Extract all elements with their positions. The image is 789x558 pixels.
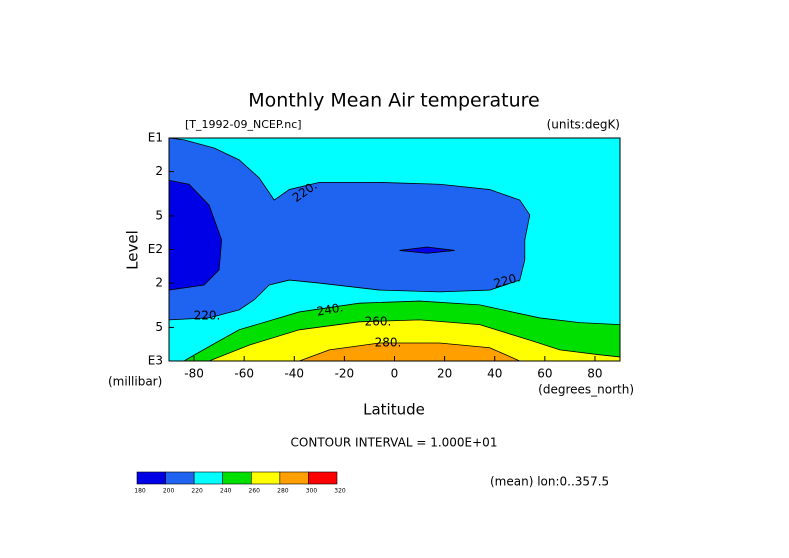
x-tick-label: -40 (284, 367, 304, 381)
y-axis-title: Level (124, 230, 142, 270)
x-tick-label: -80 (184, 367, 204, 381)
contour-label: 220. (194, 309, 221, 323)
colorbar-swatch (222, 471, 252, 485)
contour-region (169, 138, 531, 321)
x-tick-label: 20 (437, 367, 452, 381)
colorbar-label: 220 (191, 488, 203, 495)
colorbar-swatch (193, 471, 224, 485)
x-units: (degrees_north) (538, 383, 634, 397)
source-label: [T_1992-09_NCEP.nc] (185, 118, 302, 131)
contour-region (208, 319, 620, 361)
colorbar-label: 280 (277, 488, 289, 495)
contour-region (299, 342, 520, 361)
x-axis-title: Latitude (363, 401, 425, 419)
colorbar-swatch (165, 471, 195, 485)
colorbar-label: 300 (306, 488, 318, 495)
y-units: (millibar) (108, 375, 162, 389)
chart-title: Monthly Mean Air temperature (248, 90, 539, 112)
colorbar-label: 320 (334, 488, 346, 495)
y-tick-label: E2 (148, 242, 163, 256)
contour-label: 280. (375, 336, 402, 350)
contour-label: 220. (492, 270, 521, 290)
x-tick-label: 80 (587, 367, 602, 381)
x-tick-label: 40 (487, 367, 502, 381)
x-tick-label: 60 (537, 367, 552, 381)
mean-note: (mean) lon:0..357.5 (490, 475, 609, 489)
y-tick-label: E1 (148, 131, 163, 145)
contour-interval: CONTOUR INTERVAL = 1.000E+01 (291, 436, 498, 450)
colorbar-swatch (136, 471, 166, 485)
contour-region (169, 179, 223, 291)
x-tick-label: -60 (234, 367, 254, 381)
x-tick-label: -20 (335, 367, 355, 381)
colorbar-swatch (308, 471, 338, 485)
y-tick-label: 2 (155, 164, 163, 178)
y-tick-label: E3 (148, 354, 163, 368)
colorbar-label: 260 (249, 488, 261, 495)
colorbar-label: 240 (220, 488, 232, 495)
y-tick-label: 5 (155, 208, 163, 222)
units-label: (units:degK) (547, 118, 620, 132)
y-tick-label: 2 (155, 276, 163, 290)
contour-region (399, 246, 455, 254)
contour-label: 240. (316, 300, 345, 318)
colorbar-swatch (250, 471, 281, 485)
x-tick-label: 0 (391, 367, 399, 381)
contour-label: 260. (365, 315, 392, 329)
colorbar-label: 180 (134, 488, 146, 495)
colorbar-swatch (279, 471, 309, 485)
colorbar-label: 200 (163, 488, 175, 495)
y-tick-label: 5 (155, 320, 163, 334)
